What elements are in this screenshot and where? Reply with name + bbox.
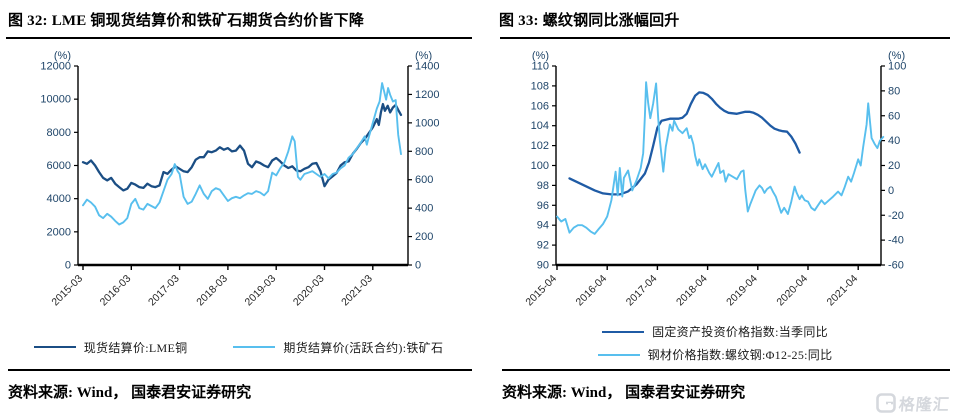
left-tick-label: 0 (65, 260, 71, 272)
series-line (568, 91, 801, 196)
chart-rebar-yoy: (%) (%) 90 92 94 96 98 100 102 104 106 108 110 -60 -40… (477, 39, 953, 317)
right-tick-label: 0 (888, 185, 894, 197)
left-tick-label: 104 (531, 120, 549, 132)
right-axis-unit: (%) (888, 50, 905, 62)
left-tick-label: 98 (537, 180, 549, 192)
legend-label: 固定资产投资价格指数:当季同比 (652, 325, 828, 339)
right-tick-label: 100 (888, 61, 906, 73)
right-tick-label: 200 (415, 231, 433, 243)
left-tick-label: 94 (537, 220, 549, 232)
left-tick-label: 2000 (47, 226, 71, 238)
series-line (81, 102, 403, 192)
x-tick-label: 2016-03 (98, 273, 134, 309)
right-tick-label: 80 (888, 85, 900, 97)
series-line (82, 82, 402, 226)
right-tick-label: 1400 (415, 61, 439, 73)
chart-lme-copper-iron-ore: (%) (%) 0 2000 4000 6000 8000 10000 12000 0 200 400… (0, 39, 477, 317)
x-tick-label: 2019-03 (243, 273, 279, 309)
legend-item: 现货结算价:LME铜 (33, 339, 188, 356)
legend-line-swatch (597, 353, 640, 356)
chart-canvas-right: (%) (%) 90 92 94 96 98 100 102 104 106 108 110 -60 -40… (523, 50, 906, 309)
figure-32-title: 图 32: LME 铜现货结算价和铁矿石期货合约价皆下降 (8, 13, 365, 29)
left-tick-label: 106 (531, 100, 549, 112)
x-tick-label: 2021-04 (825, 273, 861, 309)
right-tick-label: -40 (888, 235, 904, 247)
right-tick-label: -60 (888, 260, 904, 272)
left-tick-label: 90 (537, 260, 549, 272)
x-tick-label: 2015-04 (523, 273, 559, 309)
left-tick-label: 92 (537, 240, 549, 252)
legend-item: 期货结算价(活跃合约):铁矿石 (233, 339, 443, 356)
panel-figure-33: 图 33: 螺纹钢同比涨幅回升 (%) (%) 90 92 94 96 98 100 102 10… (477, 0, 953, 418)
right-tick-label: 20 (888, 160, 900, 172)
legend-label: 现货结算价:LME铜 (83, 340, 188, 355)
x-tick-label: 2017-04 (624, 273, 660, 309)
right-tick-label: 60 (888, 110, 900, 122)
right-tick-label: -20 (888, 210, 904, 222)
right-tick-label: 40 (888, 135, 900, 147)
left-tick-label: 10000 (40, 94, 71, 106)
figure-33-source: 资料来源: Wind， 国泰君安证券研究 (502, 385, 746, 401)
x-tick-label: 2021-03 (339, 273, 375, 309)
legend-left-chart: 现货结算价:LME铜 期货结算价(活跃合约):铁矿石 (0, 317, 477, 367)
left-tick-label: 100 (531, 160, 549, 172)
source-divider (8, 369, 472, 371)
left-tick-label: 8000 (47, 127, 71, 139)
series-line (556, 81, 885, 235)
figure-32-source: 资料来源: Wind， 国泰君安证券研究 (8, 385, 252, 401)
right-axis-unit: (%) (415, 50, 432, 62)
left-tick-label: 6000 (47, 160, 71, 172)
x-tick-label: 2020-03 (291, 273, 327, 309)
figure-33-title: 图 33: 螺纹钢同比涨幅回升 (499, 13, 680, 29)
left-tick-label: 4000 (47, 193, 71, 205)
legend-line-swatch (33, 346, 76, 348)
legend-line-swatch (233, 346, 276, 348)
legend-item: 固定资产投资价格指数:当季同比 (602, 323, 828, 340)
left-tick-label: 108 (531, 80, 549, 92)
x-tick-label: 2015-03 (49, 273, 85, 309)
legend-right-chart: 固定资产投资价格指数:当季同比 钢材价格指数:螺纹钢:Φ12-25:同比 (477, 317, 953, 367)
chart-canvas-left: (%) (%) 0 2000 4000 6000 8000 10000 12000 0 200 400… (40, 50, 439, 309)
left-axis-unit: (%) (54, 50, 71, 62)
left-tick-label: 12000 (40, 61, 71, 73)
right-tick-label: 1000 (415, 117, 439, 129)
x-tick-label: 2017-03 (146, 273, 182, 309)
x-tick-label: 2018-04 (674, 273, 710, 309)
gelonghui-g-icon (876, 393, 896, 413)
source-divider (502, 369, 950, 371)
gelonghui-logo-text: 格隆汇 (897, 397, 951, 414)
x-tick-label: 2019-04 (724, 273, 760, 309)
right-tick-label: 1200 (415, 89, 439, 101)
left-tick-label: 102 (531, 140, 549, 152)
title-divider (6, 37, 472, 39)
right-tick-label: 0 (415, 260, 421, 272)
right-tick-label: 800 (415, 146, 433, 158)
legend-line-swatch (602, 330, 645, 333)
x-tick-label: 2020-04 (774, 273, 810, 309)
legend-item: 钢材价格指数:螺纹钢:Φ12-25:同比 (597, 346, 833, 363)
legend-label: 期货结算价(活跃合约):铁矿石 (283, 340, 444, 355)
left-tick-label: 110 (531, 61, 549, 73)
right-tick-label: 400 (415, 203, 433, 215)
right-tick-label: 600 (415, 174, 433, 186)
left-axis-unit: (%) (532, 50, 549, 62)
panel-figure-32: 图 32: LME 铜现货结算价和铁矿石期货合约价皆下降 (%) (%) 0 2000… (0, 13, 477, 401)
left-tick-label: 96 (537, 200, 549, 212)
x-tick-label: 2016-04 (574, 273, 610, 309)
legend-label: 钢材价格指数:螺纹钢:Φ12-25:同比 (647, 348, 833, 362)
gelonghui-logo: 格隆汇 (876, 391, 951, 415)
x-tick-label: 2018-03 (194, 273, 230, 309)
title-divider (500, 37, 950, 39)
